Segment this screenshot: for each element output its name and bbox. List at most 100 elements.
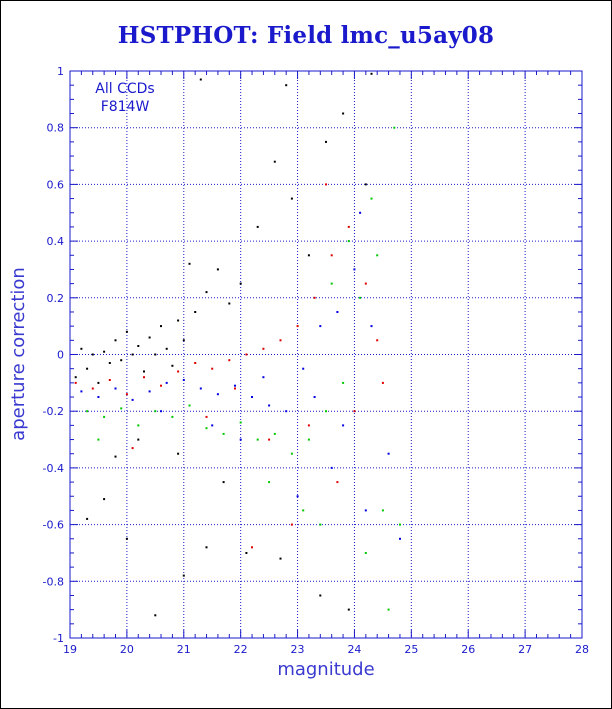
grid-lines (70, 71, 582, 638)
x-tick-label: 25 (404, 643, 418, 656)
data-point-green (137, 424, 140, 427)
x-tick-label: 26 (461, 643, 475, 656)
data-point-black (103, 498, 106, 501)
data-point-red (194, 362, 197, 364)
data-point-red (353, 410, 356, 413)
data-point-red (143, 376, 145, 379)
y-axis-label: aperture correction (8, 267, 29, 441)
data-point-black (205, 546, 208, 549)
data-point-black (364, 183, 367, 186)
data-point-red (234, 387, 236, 390)
data-point-blue (364, 509, 367, 512)
data-point-green (97, 438, 100, 441)
y-tick-label: -0.8 (43, 575, 64, 588)
data-point-blue (342, 424, 345, 427)
data-point-red (91, 387, 94, 390)
data-point-black (114, 339, 117, 342)
data-point-blue (239, 438, 242, 441)
data-point-blue (165, 381, 168, 384)
data-point-blue (199, 387, 202, 390)
data-point-green (370, 197, 373, 200)
data-points (74, 72, 401, 617)
data-point-black (91, 353, 94, 356)
data-point-black (131, 353, 134, 356)
data-point-blue (262, 376, 265, 379)
data-point-red (160, 384, 162, 387)
data-point-black (239, 282, 242, 285)
data-point-black (148, 336, 151, 339)
data-point-black (342, 112, 345, 115)
x-tick-label: 22 (234, 643, 248, 656)
data-point-green (376, 254, 379, 257)
data-point-green (188, 404, 191, 407)
data-point-blue (319, 325, 322, 328)
data-point-blue (216, 393, 219, 396)
data-point-blue (131, 398, 134, 401)
data-point-black (182, 339, 185, 342)
data-point-black (370, 72, 373, 75)
data-point-black (86, 367, 89, 370)
data-point-green (347, 240, 350, 243)
data-point-black (222, 481, 225, 484)
data-point-black (86, 517, 89, 520)
y-tick-label: 0.2 (47, 292, 65, 305)
data-point-red (251, 546, 253, 549)
annotation-filter: F814W (101, 99, 150, 115)
y-tick-labels: -1 -0.8 -0.6 -0.4 -0.2 0 0.2 0.4 0.6 0.8 1 (43, 65, 64, 645)
x-tick-label: 24 (347, 643, 361, 656)
data-point-black (108, 362, 111, 364)
data-point-black (347, 608, 350, 611)
data-point-black (177, 319, 180, 322)
x-tick-label: 28 (575, 643, 589, 656)
data-point-black (120, 359, 123, 362)
y-tick-label: -0.4 (43, 462, 64, 475)
y-tick-label: -0.6 (43, 519, 64, 532)
data-point-blue (251, 396, 253, 398)
data-point-black (205, 291, 208, 294)
data-point-blue (296, 495, 299, 498)
data-point-red (325, 183, 327, 186)
data-point-blue (302, 367, 305, 370)
data-point-black (160, 325, 162, 328)
data-point-black (319, 594, 322, 597)
y-tick-label: 0.6 (47, 178, 65, 191)
data-point-blue (97, 396, 100, 398)
data-point-black (194, 311, 197, 313)
data-point-black (279, 557, 282, 560)
data-point-blue (370, 325, 373, 328)
data-point-black (325, 140, 327, 143)
data-point-blue (387, 452, 390, 455)
x-tick-labels: 19 20 21 22 23 24 25 26 27 28 (63, 643, 589, 656)
x-tick-label: 27 (518, 643, 532, 656)
data-point-green (359, 296, 362, 299)
data-point-green (239, 421, 242, 424)
data-point-red (330, 254, 333, 257)
data-point-red (313, 296, 316, 299)
data-point-black (256, 225, 259, 228)
data-point-green (268, 481, 271, 484)
data-point-green (319, 523, 322, 526)
data-point-black (114, 455, 117, 458)
data-point-red (211, 367, 214, 370)
chart-title: HSTPHOT: Field lmc_u5ay08 (117, 22, 495, 49)
data-point-red (376, 339, 379, 342)
data-point-red (245, 353, 248, 356)
data-point-black (182, 574, 185, 577)
data-point-black (273, 160, 276, 163)
data-point-green (387, 608, 390, 611)
data-point-black (154, 353, 157, 356)
data-point-black (74, 376, 77, 379)
data-point-black (80, 347, 83, 350)
data-point-blue (399, 537, 401, 540)
y-tick-label: -1 (53, 632, 64, 645)
data-point-blue (148, 390, 151, 393)
data-point-green (325, 410, 327, 413)
data-point-green (393, 126, 396, 129)
y-tick-label: 0.4 (47, 235, 65, 248)
data-point-red (347, 225, 350, 228)
data-point-green (86, 410, 89, 413)
data-point-blue (353, 268, 356, 271)
axis-ticks (69, 70, 583, 639)
